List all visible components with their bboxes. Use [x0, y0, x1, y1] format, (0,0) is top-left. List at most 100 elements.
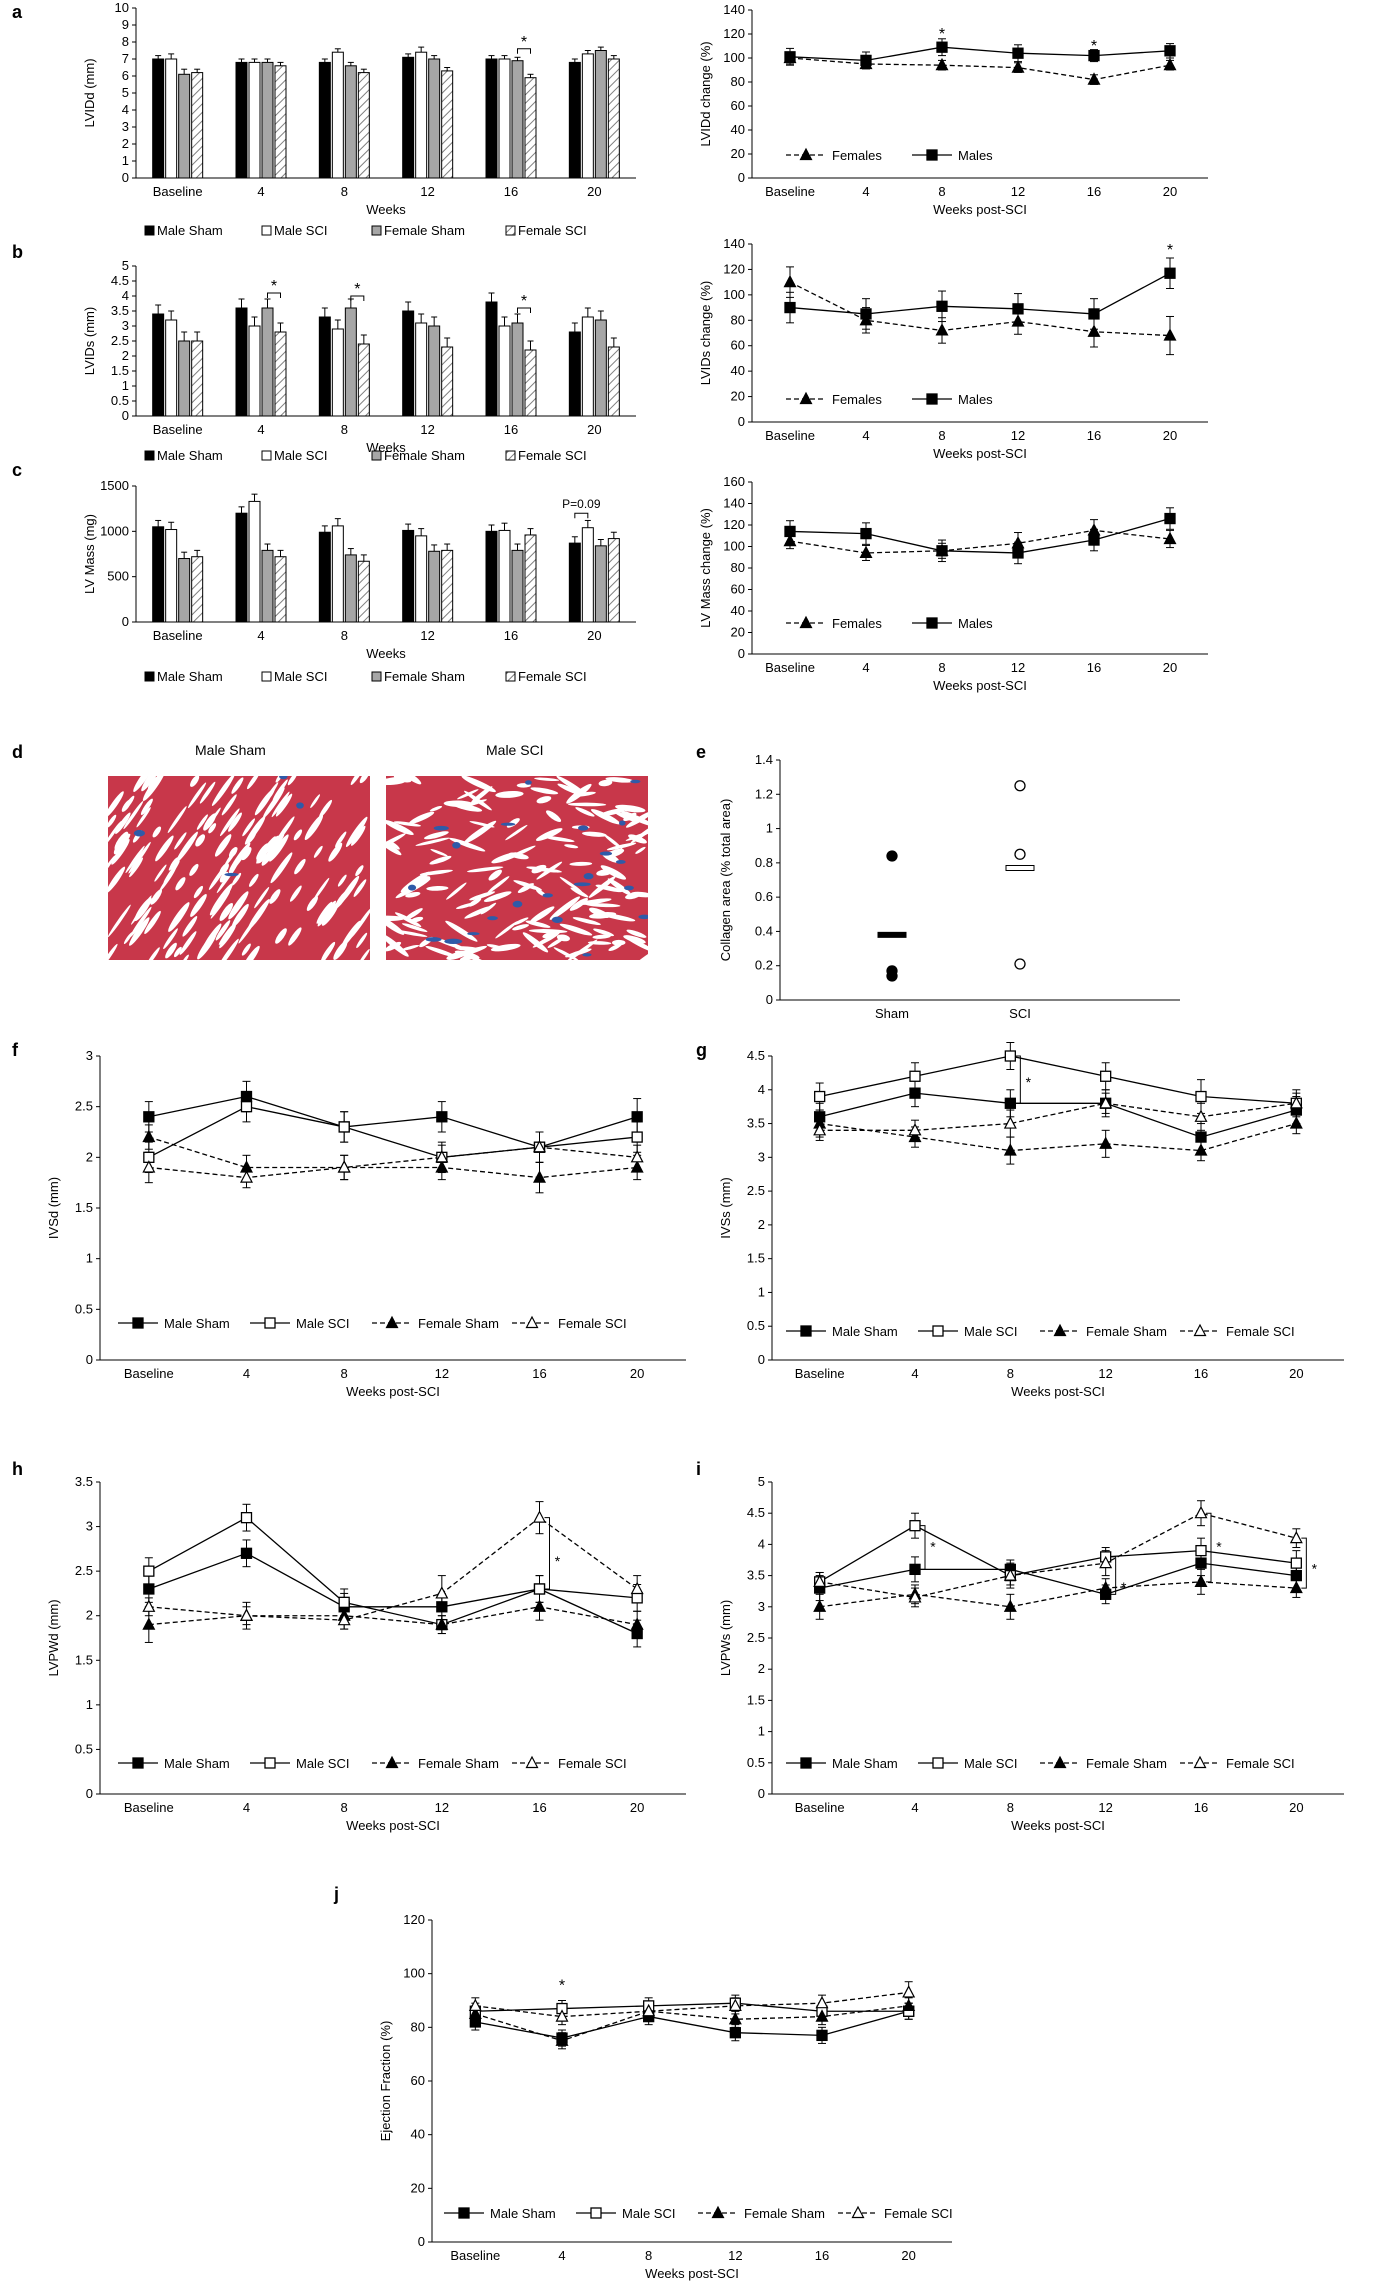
- chart-h-sig-label: *: [555, 1553, 561, 1569]
- chart-c-right: 0 20 40 60 80 100 120 140 160 LV Mass change (%) B…: [698, 474, 1208, 693]
- chart-i-point: [1195, 1557, 1207, 1569]
- micrograph-gap: [114, 831, 129, 850]
- micrograph-collagen: [630, 779, 641, 784]
- chart-a-left-bar: [235, 61, 248, 179]
- chart-a-right-y-tick-label: 120: [723, 26, 745, 41]
- micrograph-gap: [505, 824, 528, 841]
- chart-j-legend-label: Female Sham: [744, 2206, 825, 2221]
- chart-g-legend-label: Male SCI: [964, 1324, 1017, 1339]
- micrograph-gap: [190, 776, 200, 787]
- chart-e-y-tick-label: 0.4: [755, 923, 773, 938]
- chart-i-point: [909, 1563, 921, 1576]
- chart-j-y-tick-label: 0: [418, 2234, 425, 2249]
- chart-a-right-y-tick-label: 0: [738, 170, 745, 185]
- chart-e-y-tick-label: 0.8: [755, 855, 773, 870]
- chart-b-left-sig-label: *: [271, 278, 277, 295]
- chart-a-left-y-tick-label: 9: [122, 17, 129, 32]
- chart-a-right-point: [860, 54, 872, 67]
- micrograph-gap: [502, 845, 536, 862]
- chart-b-right-x-tick-label: 16: [1087, 428, 1101, 443]
- chart-f-legend-marker: [132, 1317, 144, 1329]
- chart-g-x-tick-label: 4: [911, 1366, 918, 1381]
- chart-b-left-y-label: LVIDs (mm): [82, 307, 97, 375]
- micrograph-gap: [626, 929, 647, 938]
- chart-j-point: [468, 1998, 482, 2011]
- chart-a-left-y-tick-label: 5: [122, 85, 129, 100]
- micrograph-gap: [155, 835, 174, 862]
- micrograph-gap: [111, 839, 130, 865]
- chart-c-left-sig-bracket: [574, 512, 589, 519]
- chart-b-right-legend-marker: [926, 393, 938, 405]
- chart-g-y-tick-label: 1.5: [747, 1251, 765, 1266]
- micrograph-gap: [335, 831, 347, 848]
- chart-a-left-bar: [524, 77, 537, 179]
- chart-g-y-tick-label: 0: [758, 1352, 765, 1367]
- chart-b-left-legend-swatch: [371, 450, 382, 461]
- chart-a-left-x-tick-label: 20: [587, 184, 601, 199]
- chart-b-left-bar: [261, 307, 274, 417]
- chart-g-y-tick-label: 4: [758, 1082, 765, 1097]
- chart-a-left-legend-swatch: [371, 225, 382, 236]
- micrograph-gap: [108, 820, 122, 846]
- chart-j-series-line: [475, 1991, 909, 2018]
- chart-j-point: [642, 2003, 656, 2017]
- chart-a-left-bar: [274, 65, 287, 179]
- chart-c-right-y-tick-label: 160: [723, 474, 745, 489]
- chart-c-right-point: [1164, 512, 1176, 525]
- micrograph-gap: [542, 930, 561, 939]
- chart-c-left-y-tick-label: 500: [107, 569, 129, 584]
- chart-g-legend-marker: [1193, 1323, 1207, 1337]
- chart-b-left-legend-label: Female Sham: [384, 448, 465, 463]
- chart-a-right-legend-label: Females: [832, 148, 882, 163]
- micrograph-gap: [319, 799, 332, 818]
- chart-i-series-line: [819, 1562, 1297, 1595]
- micrograph-gap: [457, 789, 479, 800]
- chart-c-left-bar: [165, 529, 178, 623]
- micrograph-gap: [466, 866, 504, 873]
- micrograph-gap: [294, 858, 306, 875]
- chart-g-legend-marker: [932, 1325, 944, 1337]
- micrograph-collagen: [467, 932, 480, 936]
- chart-b-left-x-tick-label: Baseline: [153, 422, 203, 437]
- chart-h-y-tick-label: 2.5: [75, 1563, 93, 1578]
- chart-i-x-tick-label: Baseline: [795, 1800, 845, 1815]
- chart-f-point: [631, 1131, 643, 1143]
- chart-f-series-line: [148, 1105, 638, 1158]
- chart-a-left-x-tick-label: Baseline: [153, 184, 203, 199]
- micrograph-gap: [275, 928, 287, 944]
- chart-i-legend-marker: [932, 1757, 944, 1769]
- chart-a-right-y-tick-label: 20: [731, 146, 745, 161]
- chart-a-left-bar: [607, 58, 620, 179]
- micrograph-gap: [572, 917, 601, 925]
- chart-j-point: [468, 2006, 482, 2020]
- chart-c-right-y-tick-label: 120: [723, 517, 745, 532]
- micrograph-gap: [400, 871, 430, 893]
- micrograph-gap: [108, 943, 118, 960]
- micrograph-gap: [196, 814, 208, 830]
- micrograph-gap: [287, 776, 298, 786]
- micrograph-collagen: [133, 829, 145, 837]
- chart-g-y-tick-label: 2: [758, 1217, 765, 1232]
- chart-b-left-x-tick-label: 8: [341, 422, 348, 437]
- chart-a-left-bar: [357, 72, 370, 179]
- chart-c-left-bar: [568, 542, 581, 623]
- chart-a-left-y-tick-label: 4: [122, 102, 129, 117]
- chart-h-point: [143, 1565, 155, 1577]
- chart-f-legend-label: Female Sham: [418, 1316, 499, 1331]
- micrograph-gap: [358, 948, 370, 960]
- chart-f-point: [143, 1111, 155, 1123]
- chart-a-left-y-tick-label: 7: [122, 51, 129, 66]
- micrograph-gap: [531, 864, 547, 874]
- micrograph-gap: [351, 825, 366, 846]
- micrograph-collagen: [433, 825, 449, 831]
- chart-c-right-y-tick-label: 20: [731, 625, 745, 640]
- chart-h-y-tick-label: 1.5: [75, 1652, 93, 1667]
- chart-f-series-line: [148, 1136, 638, 1179]
- chart-a-right-y-tick-label: 40: [731, 122, 745, 137]
- micrograph-gap: [483, 891, 512, 902]
- micrograph-gap: [464, 790, 492, 811]
- chart-f-legend-marker: [264, 1317, 276, 1329]
- micrograph-gap: [215, 920, 231, 941]
- chart-a-right-series-line: [789, 46, 1171, 62]
